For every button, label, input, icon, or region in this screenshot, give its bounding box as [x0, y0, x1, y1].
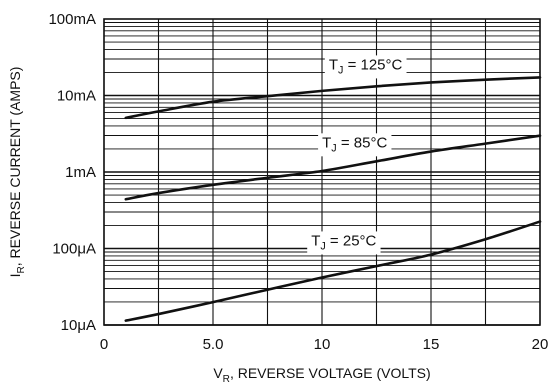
y-tick-label: 1mA: [65, 164, 96, 181]
curve-label-1: TJ = 85°C: [322, 134, 387, 154]
curve-label-group-1: TJ = 85°C: [318, 133, 392, 157]
curve-label-2: TJ = 25°C: [311, 232, 376, 252]
x-axis-title: VR, REVERSE VOLTAGE (VOLTS): [213, 365, 430, 385]
curve-label-bg: [307, 231, 381, 255]
curve-label-group-0: TJ = 125°C: [324, 55, 407, 79]
x-tick-label: 0: [100, 336, 108, 353]
plot-frame: [103, 18, 541, 326]
series-line-2: [124, 220, 542, 322]
curve-label-group-2: TJ = 25°C: [307, 231, 381, 255]
x-tick-label: 5.0: [203, 336, 224, 353]
y-tick-label: 10mA: [57, 88, 96, 105]
curve-label-bg: [318, 133, 392, 157]
x-tick-label: 10: [314, 336, 331, 353]
y-tick-label: 100μA: [52, 241, 96, 258]
x-tick-label: 20: [532, 336, 549, 353]
curve-label-0: TJ = 125°C: [329, 56, 403, 76]
series-line-0: [124, 76, 542, 120]
y-tick-label: 100mA: [48, 11, 96, 28]
y-axis-title: IR, REVERSE CURRENT (AMPS): [7, 67, 27, 278]
curve-label-bg: [324, 55, 407, 79]
y-tick-label: 10μA: [61, 317, 96, 334]
series-line-1: [124, 134, 542, 201]
x-tick-label: 15: [423, 336, 440, 353]
